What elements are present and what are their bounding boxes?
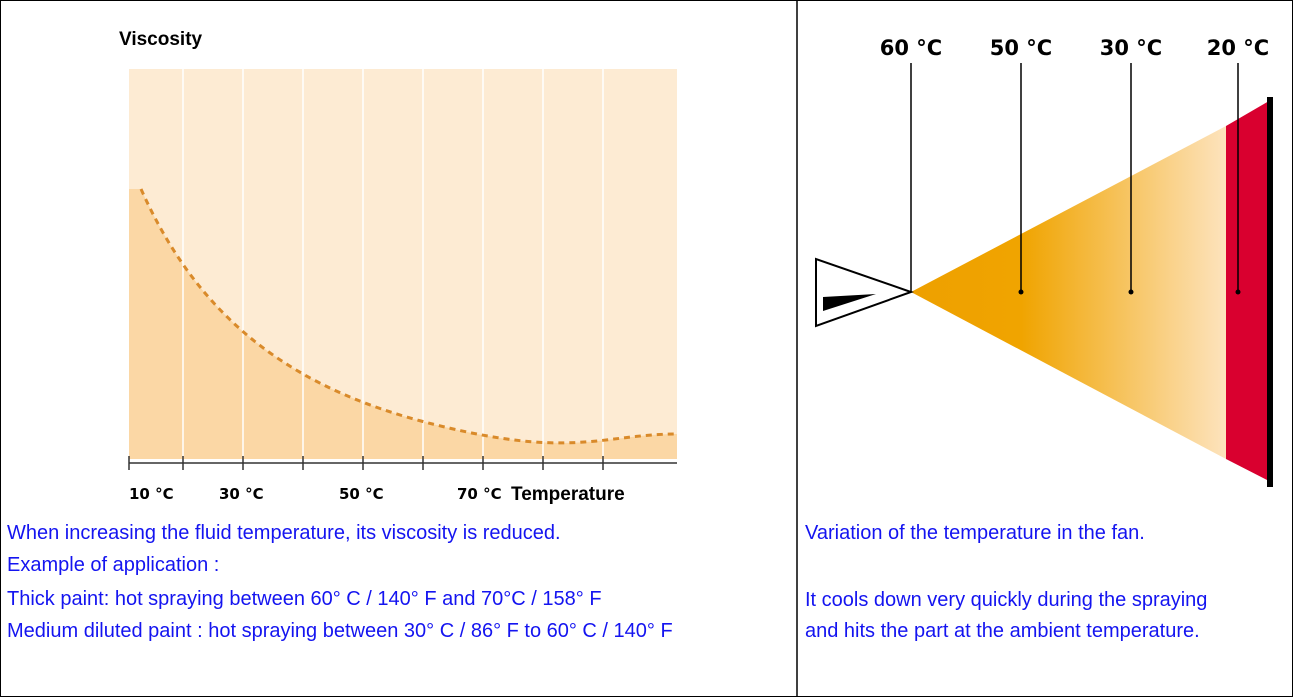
x-axis [128,456,677,470]
grid [182,69,604,459]
fan-end [1226,101,1269,481]
nozzle [815,257,915,328]
leaders [910,63,1239,292]
curve [139,188,678,445]
paragraph: Thick paint: hot spraying between 60° C … [7,588,602,610]
paragraph: Variation of the temperature in the fan. [805,522,1145,544]
dot [1235,289,1241,295]
x-tick-label: 10 °C [129,485,174,503]
paragraph: It cools down very quickly during the sp… [805,589,1208,642]
temp-label: 20 °C [1207,36,1269,60]
area [129,189,677,459]
x-axis-label: Temperature [511,484,625,505]
temp-label: 60 °C [880,36,942,60]
paragraph: When increasing the fluid temperature, i… [7,522,561,544]
x-tick-label: 50 °C [339,485,384,503]
x-tick-label: 70 °C [457,485,502,503]
x-tick-label: 30 °C [219,485,264,503]
dot [1128,289,1134,295]
nozzle-tip [823,294,876,311]
paragraph: Medium diluted paint : hot spraying betw… [7,620,673,642]
paragraph: Example of application : [7,554,220,576]
part [1267,97,1273,487]
temp-label: 30 °C [1100,36,1162,60]
dot [1018,289,1024,295]
fan [911,126,1226,459]
temp-label: 50 °C [990,36,1052,60]
y-axis-label: Viscosity [119,29,203,50]
